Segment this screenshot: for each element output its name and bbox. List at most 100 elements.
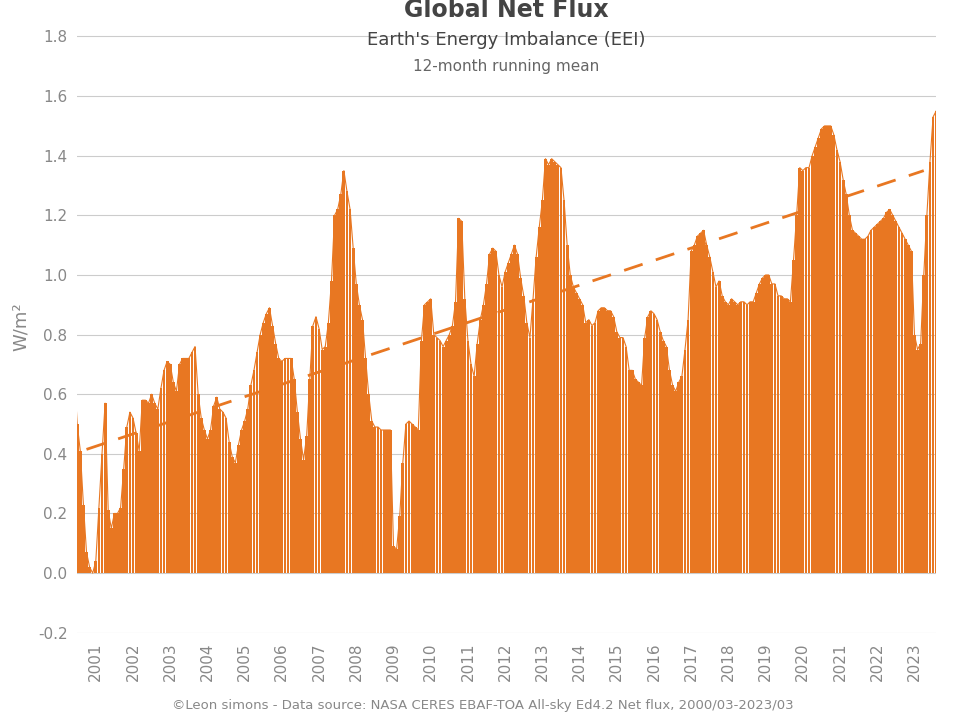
Bar [721,296,724,573]
Bar [203,430,206,573]
Bar [120,508,122,573]
Bar [166,362,169,573]
Bar [780,296,783,573]
Bar [352,248,354,573]
Bar [872,227,875,573]
Bar [621,338,624,573]
Bar [494,251,497,573]
Bar [358,305,361,573]
Bar [501,287,504,573]
Bar [209,430,212,573]
Bar [131,418,134,573]
Bar [371,421,373,573]
Bar [718,281,721,573]
Bar [938,105,941,573]
Bar [194,347,197,573]
Bar [578,299,581,573]
Bar [476,344,479,573]
Bar [616,331,619,573]
Bar [368,394,371,573]
Bar [309,380,311,573]
Bar [857,237,860,573]
Bar [181,359,184,573]
Bar [910,251,913,573]
Bar [727,305,730,573]
Bar [330,281,333,573]
Bar [268,308,271,573]
Bar [879,221,882,573]
Bar [64,451,67,573]
Bar [953,102,956,573]
Bar [163,370,165,573]
Bar [770,284,773,573]
Bar [455,302,456,573]
Bar [250,385,252,573]
Bar [941,99,944,573]
Bar [777,296,780,573]
Bar [144,400,147,573]
Bar [923,275,925,573]
Bar [69,352,72,573]
Bar [417,430,420,573]
Bar [103,403,106,573]
Bar [429,299,432,573]
Bar [246,409,249,573]
Bar [423,305,426,573]
Bar [672,385,674,573]
Bar [920,344,923,573]
Bar [758,284,760,573]
Bar [302,460,305,573]
Bar [407,421,410,573]
Bar [156,409,159,573]
Bar [585,323,587,573]
Text: ©Leon simons - Data source: NASA CERES EBAF-TOA All-sky Ed4.2 Net flux, 2000/03-: ©Leon simons - Data source: NASA CERES E… [172,699,793,712]
Bar [813,147,816,573]
Bar [355,284,358,573]
Bar [736,305,739,573]
Bar [833,135,836,573]
Bar [396,549,398,573]
Y-axis label: W/m²: W/m² [12,303,30,352]
Bar [869,230,872,573]
Bar [783,299,786,573]
Bar [284,359,287,573]
Bar [951,90,953,573]
Bar [792,260,795,573]
Bar [864,239,867,573]
Bar [215,397,218,573]
Bar [693,245,696,573]
Bar [603,308,606,573]
Bar [811,156,813,573]
Bar [647,316,649,573]
Bar [259,334,262,573]
Bar [575,293,578,573]
Bar [253,370,256,573]
Bar [135,433,138,573]
Bar [703,230,705,573]
Bar [427,302,429,573]
Bar [184,359,187,573]
Bar [882,219,885,573]
Bar [928,162,931,573]
Bar [916,349,919,573]
Bar [644,338,647,573]
Bar [287,359,289,573]
Bar [281,362,284,573]
Bar [379,430,382,573]
Bar [312,326,315,573]
Bar [823,126,826,573]
Bar [680,376,683,573]
Bar [123,469,125,573]
Bar [761,278,764,573]
Bar [79,451,82,573]
Bar [361,320,364,573]
Bar [85,552,88,573]
Bar [386,430,389,573]
Bar [798,168,801,573]
Bar [463,299,466,573]
Bar [628,370,630,573]
Bar [591,326,593,573]
Bar [538,227,540,573]
Bar [479,320,482,573]
Text: 12-month running mean: 12-month running mean [413,58,600,73]
